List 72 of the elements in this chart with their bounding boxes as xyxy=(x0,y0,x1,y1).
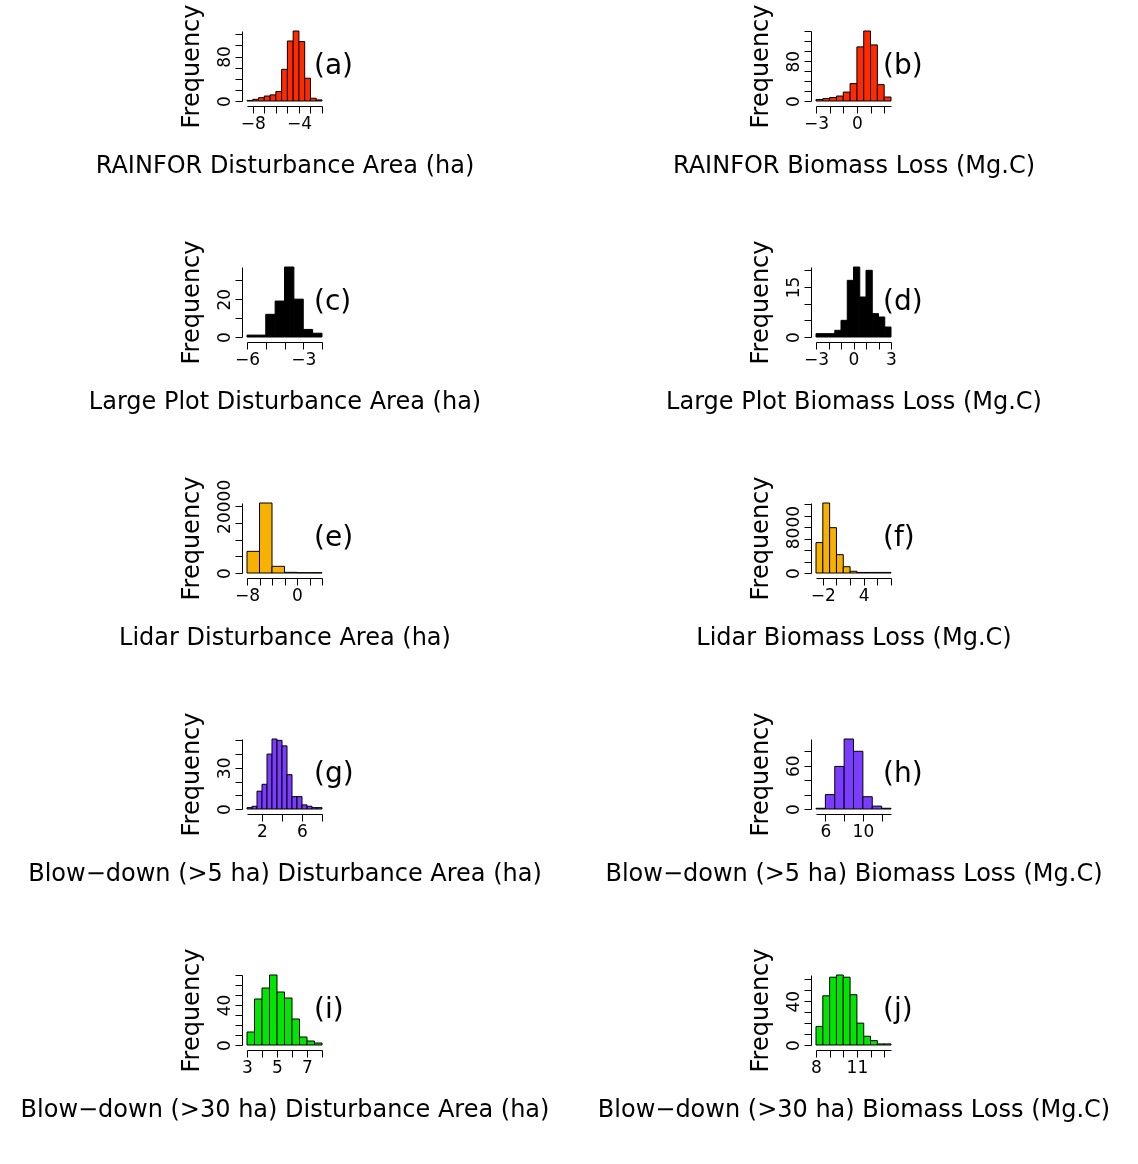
annotation: (h) xyxy=(883,756,923,789)
annotation: (j) xyxy=(883,992,913,1025)
annotation: (d) xyxy=(883,284,923,317)
x-tick-label: −2 xyxy=(810,584,836,605)
y-tick-label: 15 xyxy=(782,276,803,299)
y-axis-title: Frequency xyxy=(745,948,774,1073)
x-tick-label: 6 xyxy=(297,820,308,841)
x-tick-label: 7 xyxy=(302,1056,313,1077)
y-tick-label: 20 xyxy=(213,288,234,311)
y-tick-label: 8000 xyxy=(782,505,803,550)
y-tick-label: 0 xyxy=(782,1040,803,1051)
y-tick-label: 0 xyxy=(213,1040,234,1051)
y-axis-title: Frequency xyxy=(745,240,774,365)
y-tick-label: 20000 xyxy=(213,479,234,534)
x-tick-label: −3 xyxy=(803,112,830,133)
annotation: (b) xyxy=(883,48,923,81)
x-tick-label: 8 xyxy=(811,1056,822,1077)
y-tick-label: 0 xyxy=(782,804,803,815)
x-tick-label: −3 xyxy=(291,348,317,369)
x-tick-label: −4 xyxy=(286,112,312,133)
x-axis-title: Large Plot Disturbance Area (ha) xyxy=(88,386,482,415)
x-axis-title: RAINFOR Disturbance Area (ha) xyxy=(95,150,475,179)
x-tick-label: −8 xyxy=(240,112,266,133)
x-axis-title: Large Plot Biomass Loss (Mg.C) xyxy=(666,386,1042,415)
y-tick-label: 0 xyxy=(213,804,234,815)
x-tick-label: −8 xyxy=(234,584,261,605)
x-axis-title: Blow−down (>5 ha) Biomass Loss (Mg.C) xyxy=(605,858,1103,887)
y-tick-label: 80 xyxy=(213,46,234,68)
y-tick-label: 40 xyxy=(782,990,803,1013)
x-tick-label: 10 xyxy=(852,820,875,841)
x-tick-label: 2 xyxy=(257,820,268,841)
y-tick-label: 40 xyxy=(213,994,234,1017)
y-tick-label: 0 xyxy=(782,332,803,343)
x-tick-label: 0 xyxy=(848,348,860,369)
annotation: (e) xyxy=(314,520,354,553)
y-tick-label: 0 xyxy=(213,96,234,107)
x-axis-title: Blow−down (>30 ha) Biomass Loss (Mg.C) xyxy=(597,1094,1111,1123)
x-tick-label: 3 xyxy=(242,1056,253,1077)
y-axis-title: Frequency xyxy=(176,712,205,837)
x-tick-label: 5 xyxy=(272,1056,283,1077)
y-axis-title: Frequency xyxy=(745,476,774,601)
x-tick-label: −6 xyxy=(234,348,261,369)
annotation: (g) xyxy=(314,756,354,789)
x-axis-title: Blow−down (>5 ha) Disturbance Area (ha) xyxy=(28,858,542,887)
y-tick-label: 30 xyxy=(213,757,234,780)
y-axis-title: Frequency xyxy=(176,948,205,1073)
x-axis-title: Lidar Disturbance Area (ha) xyxy=(119,622,451,651)
x-axis-title: Lidar Biomass Loss (Mg.C) xyxy=(696,622,1012,651)
y-axis-title: Frequency xyxy=(745,4,774,129)
annotation: (f) xyxy=(883,520,915,553)
y-tick-label: 60 xyxy=(782,755,803,778)
y-tick-label: 0 xyxy=(213,568,234,579)
y-axis-title: Frequency xyxy=(176,240,205,365)
x-axis-title: Blow−down (>30 ha) Disturbance Area (ha) xyxy=(20,1094,550,1123)
x-tick-label: 0 xyxy=(852,112,863,133)
x-tick-label: 3 xyxy=(886,348,897,369)
annotation: (a) xyxy=(314,48,354,81)
y-axis-title: Frequency xyxy=(176,4,205,129)
y-tick-label: 80 xyxy=(782,50,803,73)
y-tick-label: 0 xyxy=(782,568,803,579)
y-axis-title: Frequency xyxy=(176,476,205,601)
x-tick-label: −3 xyxy=(803,348,830,369)
y-tick-label: 0 xyxy=(782,96,803,107)
y-axis-title: Frequency xyxy=(745,712,774,837)
annotation: (c) xyxy=(314,284,352,317)
x-tick-label: 4 xyxy=(858,584,870,605)
x-tick-label: 6 xyxy=(820,820,832,841)
x-tick-label: 0 xyxy=(292,584,303,605)
y-tick-label: 0 xyxy=(213,332,234,343)
annotation: (i) xyxy=(314,992,344,1025)
x-tick-label: 11 xyxy=(846,1056,869,1077)
x-axis-title: RAINFOR Biomass Loss (Mg.C) xyxy=(672,150,1036,179)
